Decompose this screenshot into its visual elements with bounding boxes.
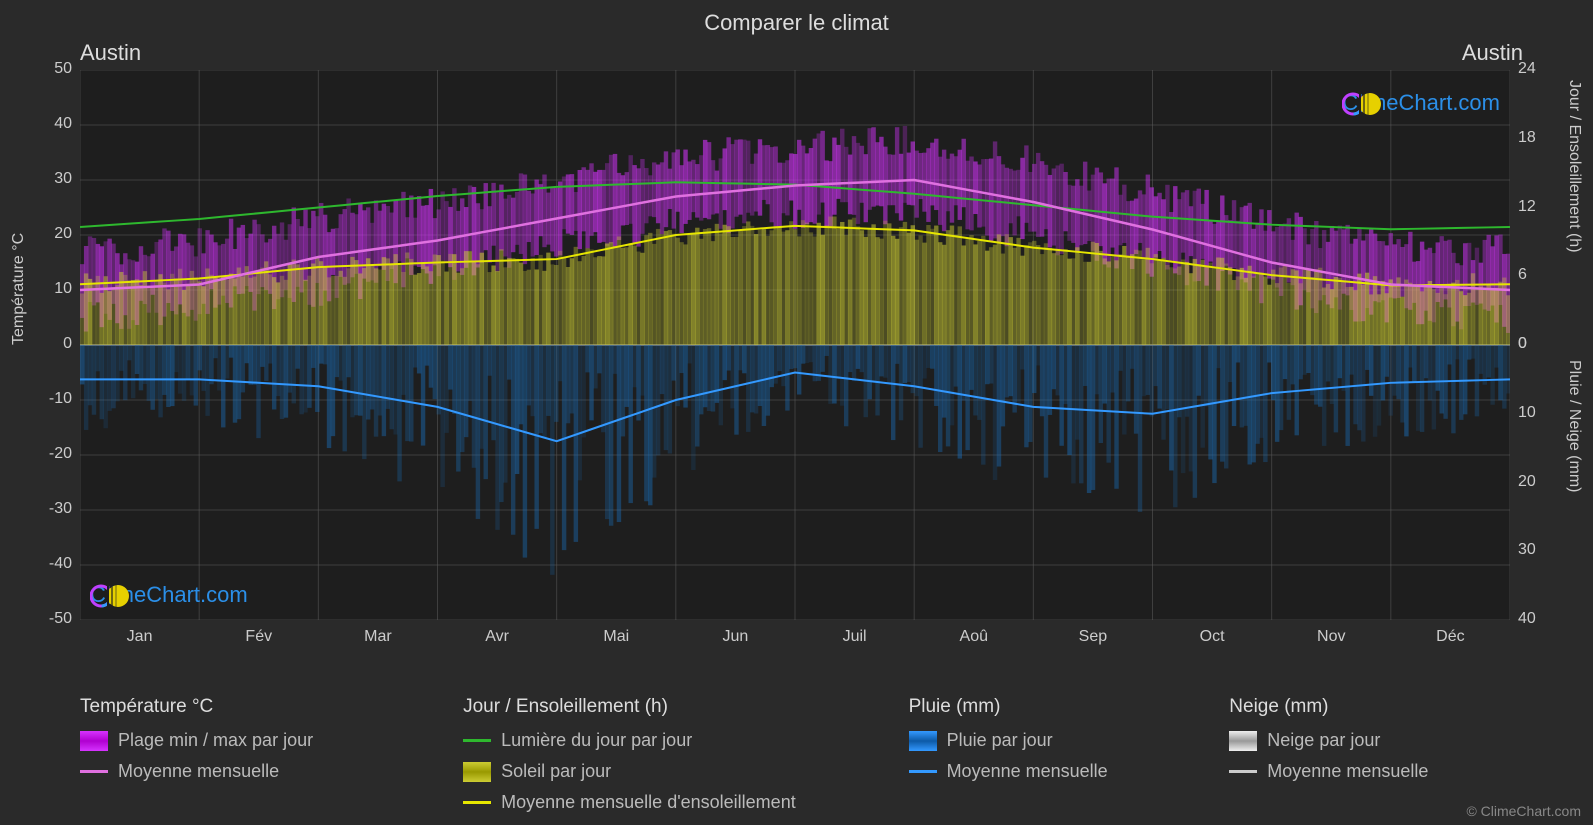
legend-item: Moyenne mensuelle	[909, 761, 1190, 782]
legend-item: Plage min / max par jour	[80, 730, 423, 751]
legend-item: Neige par jour	[1229, 730, 1510, 751]
legend-label: Pluie par jour	[947, 730, 1053, 751]
swatch-magenta-gradient	[80, 731, 108, 751]
tick-label: Mai	[603, 628, 629, 646]
tick-label: Oct	[1200, 628, 1225, 646]
tick-label: Sep	[1079, 628, 1107, 646]
legend-item: Lumière du jour par jour	[463, 730, 868, 751]
swatch-blue-gradient	[909, 731, 937, 751]
legend-item: Pluie par jour	[909, 730, 1190, 751]
tick-label: 12	[1518, 198, 1536, 216]
tick-label: -30	[49, 500, 72, 518]
y-axis-right-bottom-label: Pluie / Neige (mm)	[1565, 360, 1583, 492]
swatch-white-gradient	[1229, 731, 1257, 751]
tick-label: 30	[54, 170, 72, 188]
legend-title: Jour / Ensoleillement (h)	[463, 696, 868, 718]
swatch-line	[80, 770, 108, 773]
legend-col-temperature: Température °C Plage min / max par jour …	[80, 696, 423, 813]
legend-col-daylight: Jour / Ensoleillement (h) Lumière du jou…	[463, 696, 868, 813]
tick-label: 24	[1518, 60, 1536, 78]
brand-logo-bottom: ClimeChart.com	[90, 582, 248, 608]
legend-label: Neige par jour	[1267, 730, 1380, 751]
y-axis-left-label: Température °C	[10, 233, 28, 345]
tick-label: 10	[1518, 404, 1536, 422]
legend-item: Soleil par jour	[463, 761, 868, 782]
swatch-line	[1229, 770, 1257, 773]
legend-label: Moyenne mensuelle	[947, 761, 1108, 782]
chart-svg	[80, 70, 1510, 620]
tick-label: 0	[1518, 335, 1527, 353]
tick-label: 0	[63, 335, 72, 353]
tick-label: -50	[49, 610, 72, 628]
tick-label: 20	[54, 225, 72, 243]
tick-label: Déc	[1436, 628, 1464, 646]
tick-label: 20	[1518, 473, 1536, 491]
tick-label: Fév	[245, 628, 272, 646]
swatch-line	[463, 739, 491, 742]
legend-col-rain: Pluie (mm) Pluie par jour Moyenne mensue…	[909, 696, 1190, 813]
tick-label: Avr	[485, 628, 509, 646]
swatch-line	[463, 801, 491, 804]
copyright: © ClimeChart.com	[1466, 803, 1581, 819]
tick-label: 40	[54, 115, 72, 133]
logo-icon	[90, 582, 130, 610]
tick-label: Jan	[127, 628, 153, 646]
swatch-yellow-gradient	[463, 762, 491, 782]
tick-label: 18	[1518, 129, 1536, 147]
tick-label: -40	[49, 555, 72, 573]
tick-label: -20	[49, 445, 72, 463]
legend-label: Moyenne mensuelle	[1267, 761, 1428, 782]
legend-title: Neige (mm)	[1229, 696, 1510, 718]
y-axis-right-top-label: Jour / Ensoleillement (h)	[1565, 80, 1583, 253]
tick-label: Aoû	[960, 628, 988, 646]
tick-label: Jun	[723, 628, 749, 646]
tick-label: 50	[54, 60, 72, 78]
city-label-right: Austin	[1462, 40, 1523, 66]
city-label-left: Austin	[80, 40, 141, 66]
legend-item: Moyenne mensuelle d'ensoleillement	[463, 792, 868, 813]
legend-item: Moyenne mensuelle	[1229, 761, 1510, 782]
legend-label: Soleil par jour	[501, 761, 611, 782]
tick-label: 6	[1518, 266, 1527, 284]
legend-label: Moyenne mensuelle	[118, 761, 279, 782]
legend: Température °C Plage min / max par jour …	[80, 696, 1510, 813]
logo-icon	[1342, 90, 1382, 118]
plot-area: ClimeChart.com ClimeChart.com	[80, 70, 1510, 620]
tick-label: Nov	[1317, 628, 1345, 646]
legend-item: Moyenne mensuelle	[80, 761, 423, 782]
legend-label: Plage min / max par jour	[118, 730, 313, 751]
tick-label: 40	[1518, 610, 1536, 628]
brand-logo-top: ClimeChart.com	[1342, 90, 1500, 116]
chart-title: Comparer le climat	[0, 10, 1593, 36]
legend-label: Lumière du jour par jour	[501, 730, 692, 751]
tick-label: 10	[54, 280, 72, 298]
swatch-line	[909, 770, 937, 773]
climate-chart: Comparer le climat Austin Austin Tempéra…	[0, 0, 1593, 825]
tick-label: Juil	[843, 628, 867, 646]
legend-title: Pluie (mm)	[909, 696, 1190, 718]
tick-label: Mar	[364, 628, 392, 646]
legend-col-snow: Neige (mm) Neige par jour Moyenne mensue…	[1229, 696, 1510, 813]
tick-label: -10	[49, 390, 72, 408]
legend-title: Température °C	[80, 696, 423, 718]
legend-label: Moyenne mensuelle d'ensoleillement	[501, 792, 796, 813]
tick-label: 30	[1518, 541, 1536, 559]
